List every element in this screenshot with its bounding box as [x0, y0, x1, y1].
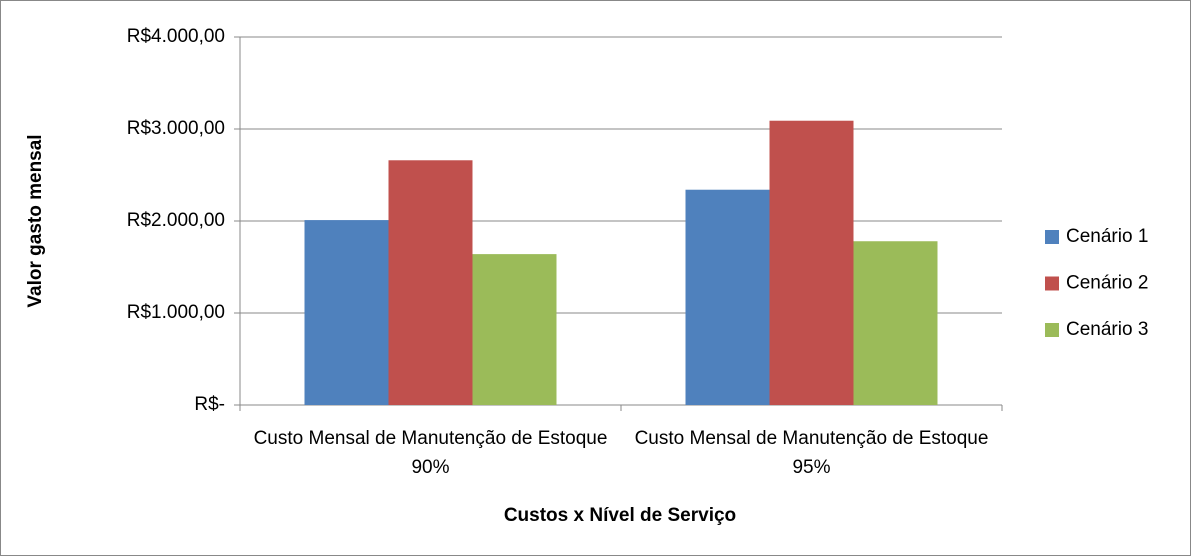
- legend-label: Cenário 2: [1066, 273, 1148, 294]
- y-tick-label: R$4.000,00: [127, 26, 225, 47]
- x-tick-label: Custo Mensal de Manutenção de Estoque 90…: [253, 428, 608, 478]
- legend-swatch: [1045, 323, 1059, 337]
- legend-label: Cenário 1: [1066, 226, 1148, 247]
- bar: [685, 189, 770, 405]
- bar: [388, 160, 473, 405]
- bar: [853, 241, 938, 405]
- legend-label: Cenário 3: [1066, 319, 1148, 340]
- y-axis-title: Valor gasto mensal: [25, 134, 46, 307]
- y-tick-label: R$3.000,00: [127, 118, 225, 139]
- x-tick-label: Custo Mensal de Manutenção de Estoque 95…: [634, 428, 989, 478]
- legend-swatch: [1045, 230, 1059, 244]
- x-axis-title: Custos x Nível de Serviço: [504, 505, 736, 526]
- bar: [769, 120, 854, 405]
- y-tick-label: R$2.000,00: [127, 210, 225, 231]
- bar: [304, 220, 389, 405]
- legend-swatch: [1045, 276, 1059, 291]
- y-tick-label: R$-: [194, 394, 225, 415]
- bar: [472, 254, 557, 405]
- y-tick-label: R$1.000,00: [127, 302, 225, 323]
